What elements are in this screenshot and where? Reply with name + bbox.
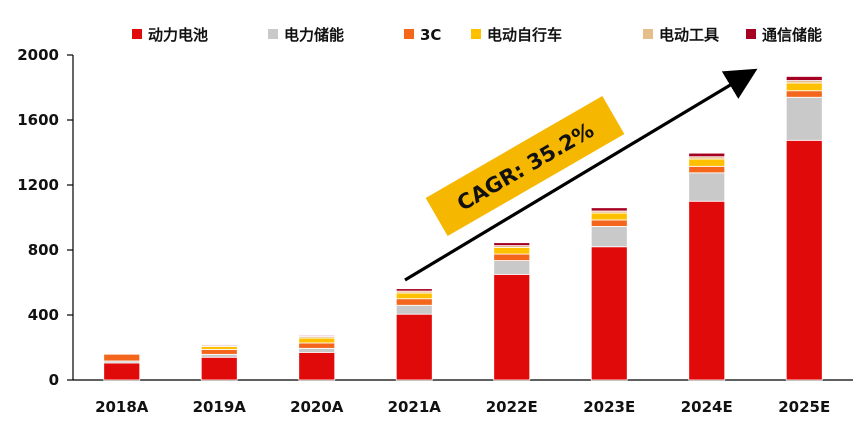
y-tick-label: 1200 [17,176,59,194]
bar-segment [103,362,141,381]
bar-segment [298,342,336,349]
x-tick-label: 2024E [681,398,733,416]
bar-segment [103,351,141,353]
bar-segment [590,226,628,248]
bar-stack-2024E [688,152,726,381]
legend-swatch [746,29,756,39]
bar-segment [200,346,238,350]
bar-segment [688,172,726,202]
bar-stack-2023E [590,207,628,381]
bar-segment [395,292,433,300]
bar-segment [298,347,336,353]
bar-segment [200,344,238,346]
x-tick-label: 2022E [486,398,538,416]
bar-segment [493,260,531,275]
y-tick-label: 1600 [17,111,59,129]
bar-segment [688,200,726,381]
bar-segment [200,353,238,358]
legend-label: 电力储能 [284,26,344,44]
bar-segment [688,152,726,158]
legend-label: 电动自行车 [487,26,562,44]
legend: 动力电池 电力储能 3C 电动自行车 电动工具 通信储能 [132,26,822,44]
bar-segment [493,253,531,261]
x-tick-label: 2025E [778,398,830,416]
bar-segment [590,212,628,221]
bar-stack-2019A [200,344,238,381]
bar-segment [200,356,238,381]
legend-swatch [643,29,653,39]
bar-segment [395,313,433,381]
bar-segment [493,247,531,255]
bar-segment [785,96,823,141]
legend-item: 通信储能 [746,26,822,44]
cagr-label: CAGR: 35.2% [453,118,598,216]
y-tick-label: 0 [49,371,59,389]
legend-label: 3C [420,26,441,44]
x-tick-label: 2020A [290,398,344,416]
bar-segment [785,76,823,81]
bar-segment [590,219,628,227]
bar-segment [395,298,433,306]
bar-segment [590,207,628,212]
bar-segment [493,242,531,247]
x-tick-label: 2023E [583,398,635,416]
legend-item: 3C [404,26,441,44]
y-axis: 0 400 800 1200 1600 2000 [17,46,74,389]
legend-item: 电动工具 [643,26,719,44]
legend-swatch [404,29,414,39]
x-axis: 2018A 2019A 2020A 2021A 2022E 2023E 2024E 2025E [73,379,853,416]
bar-segment [395,288,433,292]
bar-stack-2018A [103,351,141,381]
bar-segment [103,353,141,362]
x-tick-label: 2019A [193,398,247,416]
legend-item: 动力电池 [132,26,208,44]
legend-label: 电动工具 [659,26,719,44]
y-tick-label: 400 [28,306,59,324]
bar-segment [785,139,823,381]
legend-item: 电动自行车 [471,26,562,44]
bar-stack-2025E [785,76,823,381]
bar-segment [395,304,433,315]
legend-swatch [471,29,481,39]
bar-segment [298,337,336,344]
bar-stack-2021A [395,288,433,381]
x-tick-label: 2018A [95,398,149,416]
bar-segment [590,246,628,381]
y-tick-label: 800 [28,241,59,259]
legend-label: 动力电池 [148,26,208,44]
legend-label: 通信储能 [762,26,822,44]
bar-segment [785,82,823,92]
bar-segment [298,351,336,381]
bar-segment [785,90,823,98]
bar-segment [200,349,238,355]
legend-swatch [268,29,278,39]
bar-segment [298,335,336,337]
bar-segment [493,273,531,381]
x-tick-label: 2021A [388,398,442,416]
bar-segment [688,165,726,174]
bar-stack-2022E [493,242,531,381]
bar-segment [688,158,726,167]
trend-arrow [404,68,758,282]
bars [103,76,823,381]
legend-swatch [132,29,142,39]
legend-item: 电力储能 [268,26,344,44]
cagr-box-bg [425,95,625,237]
y-tick-label: 2000 [17,46,59,64]
bar-stack-2020A [298,335,336,381]
